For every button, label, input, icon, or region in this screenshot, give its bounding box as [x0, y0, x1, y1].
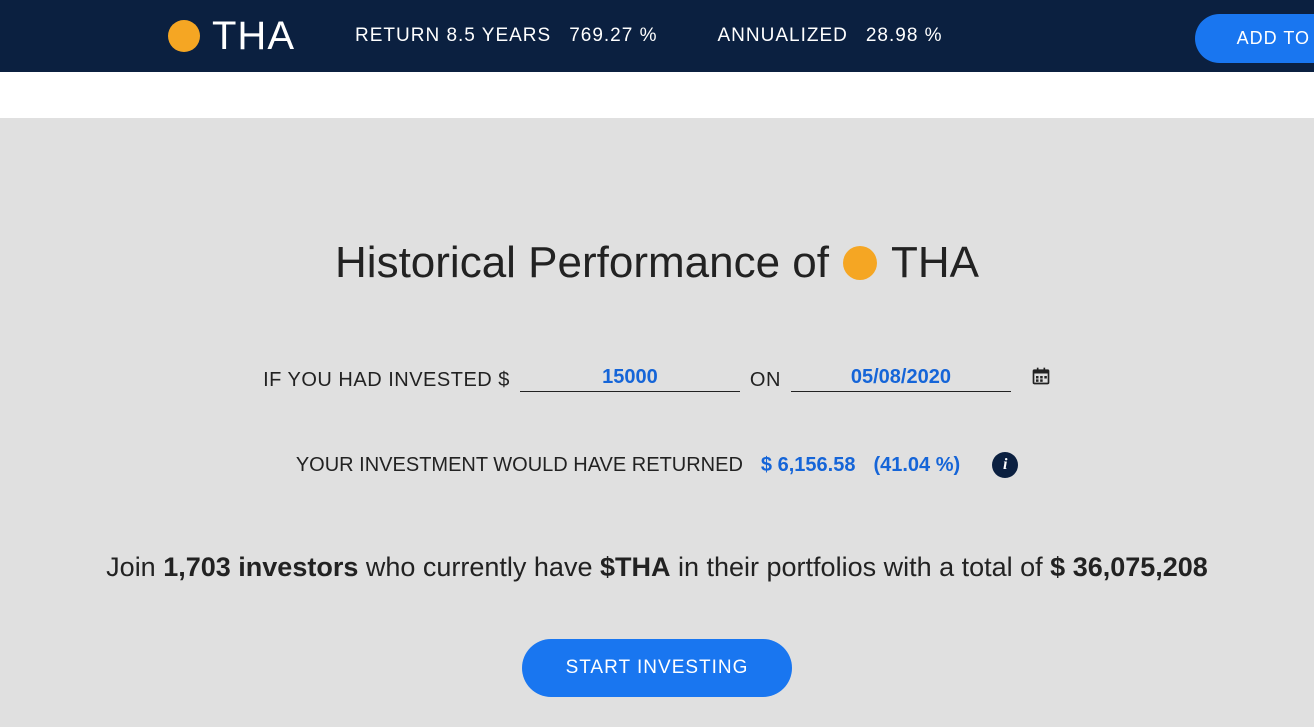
annualized-label: ANNUALIZED — [718, 25, 848, 47]
title-ticker: THA — [891, 238, 979, 288]
start-investing-button[interactable]: START INVESTING — [522, 639, 793, 697]
return-label: RETURN 8.5 YEARS — [355, 25, 551, 47]
returned-pct: (41.04 %) — [873, 454, 960, 477]
invested-label: IF YOU HAD INVESTED $ — [263, 369, 510, 392]
header-bar: THA RETURN 8.5 YEARS 769.27 % ANNUALIZED… — [0, 0, 1314, 72]
add-to-button[interactable]: ADD TO — [1195, 14, 1314, 63]
join-ticker: $THA — [600, 552, 671, 582]
annualized-value: 28.98 % — [866, 25, 943, 47]
calendar-icon[interactable] — [1031, 366, 1051, 392]
investment-input-row: IF YOU HAD INVESTED $ ON — [0, 366, 1314, 392]
return-result-row: YOUR INVESTMENT WOULD HAVE RETURNED $ 6,… — [0, 452, 1314, 478]
amount-input[interactable] — [520, 366, 740, 392]
return-stat: RETURN 8.5 YEARS 769.27 % — [355, 25, 658, 47]
join-investors-text: Join 1,703 investors who currently have … — [0, 552, 1314, 583]
ticker-symbol: THA — [212, 14, 295, 59]
spacer — [0, 72, 1314, 118]
performance-panel: Historical Performance of THA IF YOU HAD… — [0, 118, 1314, 727]
info-icon[interactable]: i — [992, 452, 1018, 478]
panel-title: Historical Performance of THA — [0, 238, 1314, 288]
returned-value: $ 6,156.58 — [761, 454, 856, 477]
title-prefix: Historical Performance of — [335, 238, 829, 288]
join-total: $ 36,075,208 — [1050, 552, 1208, 582]
returned-label: YOUR INVESTMENT WOULD HAVE RETURNED — [296, 454, 743, 477]
return-value: 769.27 % — [569, 25, 657, 47]
ticker-block: THA — [168, 14, 295, 59]
coin-icon — [843, 246, 877, 280]
annualized-stat: ANNUALIZED 28.98 % — [718, 25, 943, 47]
join-mid2: in their portfolios with a total of — [670, 552, 1050, 582]
join-mid1: who currently have — [358, 552, 600, 582]
on-label: ON — [750, 369, 781, 392]
coin-icon — [168, 20, 200, 52]
investor-count: 1,703 investors — [163, 552, 358, 582]
join-prefix: Join — [106, 552, 163, 582]
date-input[interactable] — [791, 366, 1011, 392]
